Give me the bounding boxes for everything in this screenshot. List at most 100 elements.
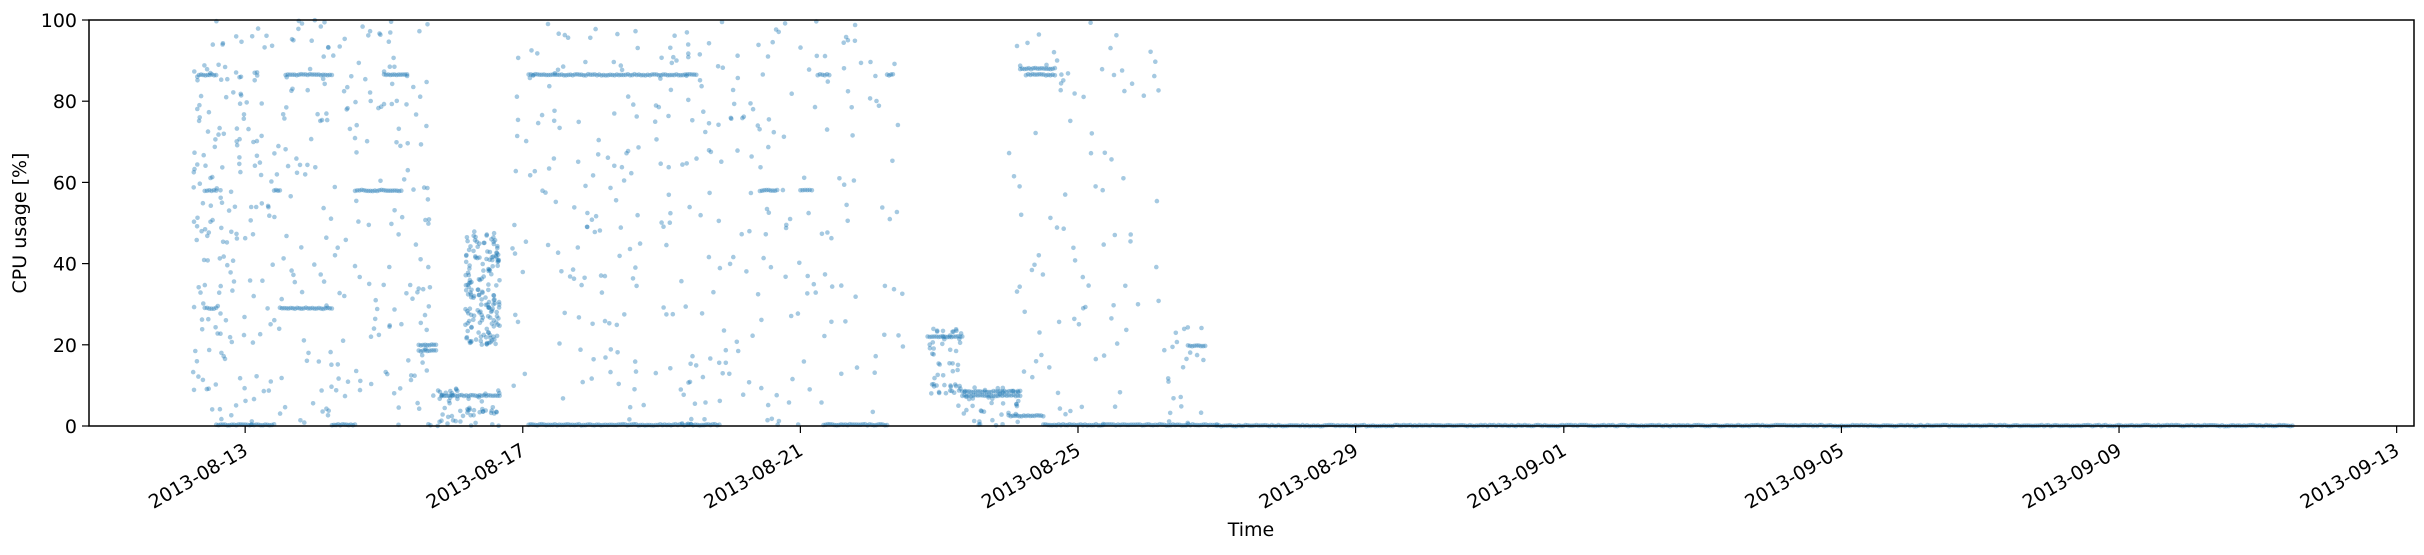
data-point — [233, 403, 239, 408]
data-point — [660, 72, 666, 77]
data-point — [532, 71, 538, 77]
data-point — [279, 375, 284, 381]
data-point — [209, 72, 215, 77]
data-point — [1052, 73, 1058, 78]
data-point — [191, 170, 197, 175]
data-point — [605, 72, 611, 78]
data-point — [1014, 43, 1020, 49]
data-point — [418, 349, 424, 354]
data-point — [358, 378, 363, 384]
data-point — [494, 409, 499, 415]
data-point — [532, 168, 538, 174]
data-point — [1054, 58, 1060, 63]
data-point — [1128, 232, 1133, 237]
x-tick-label: 2013-08-21 — [700, 439, 807, 513]
data-point — [825, 230, 830, 235]
data-point — [489, 408, 495, 414]
data-point — [257, 160, 263, 165]
data-point — [552, 71, 558, 76]
data-point — [539, 72, 545, 78]
data-point — [392, 208, 397, 213]
data-point — [415, 400, 420, 406]
data-point — [372, 188, 378, 193]
data-point — [277, 188, 283, 193]
data-point — [993, 389, 998, 394]
data-point — [942, 382, 947, 388]
data-point — [668, 210, 673, 216]
data-point — [951, 329, 956, 334]
data-point — [492, 301, 498, 306]
data-point — [527, 173, 533, 178]
data-point — [227, 334, 233, 340]
data-point — [1117, 390, 1123, 395]
data-point — [496, 257, 502, 263]
data-point — [739, 231, 744, 237]
data-point — [896, 333, 901, 338]
data-point — [265, 203, 271, 209]
data-point — [661, 305, 666, 310]
data-point — [302, 172, 308, 177]
data-point — [225, 76, 230, 82]
data-point — [497, 278, 502, 283]
data-point — [443, 390, 449, 396]
data-point — [1080, 306, 1086, 311]
data-point — [437, 389, 443, 395]
data-point — [471, 295, 476, 301]
data-point — [1043, 66, 1049, 71]
data-point — [354, 150, 359, 155]
data-point — [373, 297, 379, 303]
data-point — [197, 102, 202, 108]
data-point — [284, 74, 290, 80]
data-point — [1148, 49, 1153, 55]
data-point — [244, 100, 249, 105]
data-point — [697, 78, 703, 83]
data-point — [627, 246, 633, 252]
data-point — [202, 63, 207, 68]
data-point — [243, 398, 248, 404]
data-point — [468, 280, 473, 286]
data-point — [822, 73, 827, 78]
data-point — [663, 72, 668, 77]
data-point — [571, 276, 577, 282]
data-point — [886, 73, 892, 78]
data-point — [1063, 411, 1068, 417]
data-point — [1056, 319, 1062, 325]
data-point — [389, 101, 395, 107]
data-point — [854, 365, 860, 370]
data-point — [1006, 393, 1012, 398]
data-point — [491, 302, 496, 307]
data-point — [1041, 66, 1047, 71]
x-tick-label: 2013-09-13 — [2297, 439, 2404, 513]
data-point — [426, 217, 432, 222]
data-point — [230, 258, 236, 264]
data-point — [298, 418, 303, 423]
data-point — [196, 285, 201, 290]
data-point — [1081, 94, 1086, 100]
data-point — [463, 282, 469, 288]
data-point — [515, 55, 521, 61]
data-point — [613, 198, 619, 203]
data-point — [555, 250, 561, 255]
data-point — [312, 306, 317, 311]
data-point — [610, 72, 615, 78]
data-point — [399, 214, 405, 220]
data-point — [254, 73, 260, 78]
data-point — [221, 254, 226, 259]
data-point — [469, 338, 474, 344]
data-point — [940, 333, 946, 339]
data-point — [237, 101, 243, 106]
data-point — [282, 404, 288, 410]
data-point — [822, 53, 828, 59]
data-point — [479, 297, 484, 302]
data-point — [398, 72, 404, 77]
data-point — [552, 108, 557, 114]
data-point — [680, 72, 686, 78]
data-point — [882, 283, 888, 289]
data-point — [217, 125, 222, 131]
data-point — [475, 393, 480, 399]
data-point — [1135, 302, 1141, 307]
data-point — [205, 258, 210, 263]
data-point — [192, 69, 197, 74]
data-point — [557, 72, 562, 78]
data-point — [471, 407, 477, 413]
